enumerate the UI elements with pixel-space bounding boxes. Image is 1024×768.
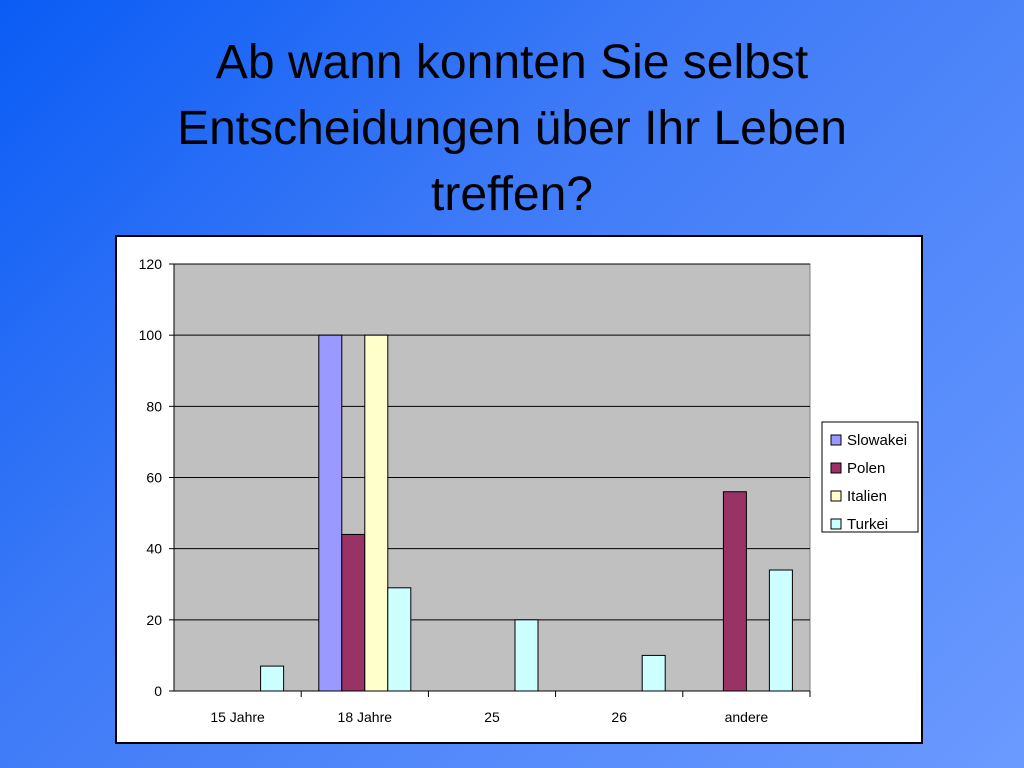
bar [260,665,285,692]
x-tick-label: 26 [611,709,627,725]
bar [514,619,539,692]
y-tick-label: 60 [146,470,162,486]
bar-chart: 0 20 40 60 80 100 120 15 Jahre 18 Jahre 25 26 ander… [139,256,919,725]
y-tick-label: 40 [146,541,162,557]
y-tick-label: 0 [154,683,162,699]
legend-swatch [830,490,842,502]
title-line-2: Entscheidungen über Ihr Leben [177,102,847,155]
x-tick-label: andere [725,709,769,725]
bar [768,569,793,692]
legend-label: Turkei [847,516,888,533]
slide-title: Ab wann konnten Sie selbst Entscheidunge… [60,30,964,228]
legend-label: Slowakei [847,432,907,449]
legend-label: Italien [847,488,887,505]
bar [318,334,343,692]
bar [722,491,747,692]
bar [641,654,666,692]
bar [387,587,412,692]
legend-swatch [830,518,842,530]
title-line-3: treffen? [431,168,593,221]
bar [341,533,366,692]
bar [364,334,389,692]
chart-frame: 0 20 40 60 80 100 120 15 Jahre 18 Jahre 25 26 ander… [115,235,923,744]
legend-swatch [830,434,842,446]
legend-swatch [830,462,842,474]
x-tick-label: 15 Jahre [210,709,265,725]
y-tick-label: 100 [139,327,163,343]
x-tick-label: 18 Jahre [338,709,393,725]
y-tick-label: 20 [146,612,162,628]
legend-label: Polen [847,460,885,477]
title-line-1: Ab wann konnten Sie selbst [215,36,809,89]
x-tick-label: 25 [484,709,500,725]
y-tick-label: 120 [139,256,163,272]
y-tick-label: 80 [146,398,162,414]
